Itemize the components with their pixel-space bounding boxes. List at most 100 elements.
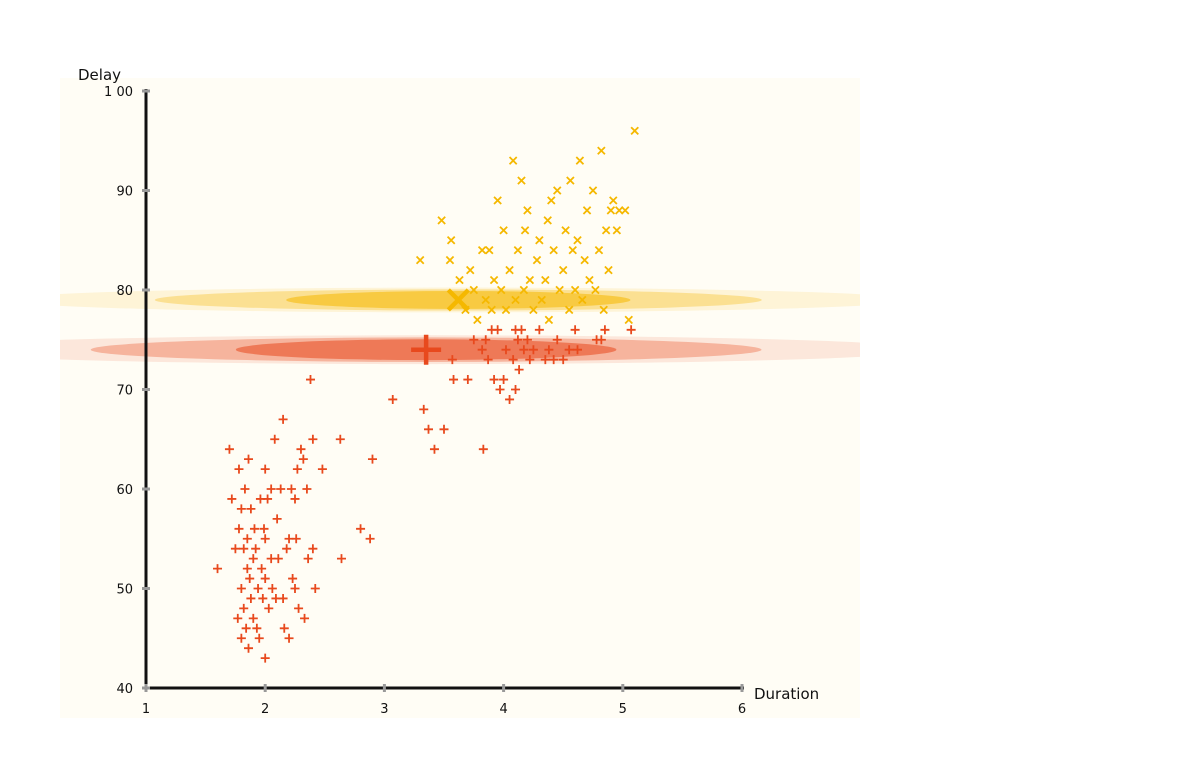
series-1-point	[508, 355, 518, 365]
series-2-point	[624, 315, 633, 325]
x-tick-label: 3	[380, 702, 388, 717]
series-1-point	[477, 345, 487, 355]
series-1-point	[278, 414, 288, 424]
series-1-point	[291, 534, 301, 544]
series-2-point	[465, 265, 475, 275]
series-2-point	[520, 226, 530, 235]
series-1-point	[258, 593, 268, 603]
series-1-point	[514, 365, 524, 375]
series-2-point	[446, 236, 456, 245]
series-2-point	[588, 186, 598, 195]
series-2-point	[566, 176, 575, 185]
series-2-point	[555, 285, 564, 295]
series-2-point	[525, 275, 535, 285]
series-2-point	[445, 255, 455, 265]
series-1-point	[260, 464, 270, 474]
series-1-point	[365, 534, 375, 544]
series-2-point	[612, 226, 622, 235]
series-1-point	[501, 345, 511, 355]
series-1-point	[481, 335, 491, 345]
series-1-point	[213, 564, 223, 574]
series-1-point	[388, 394, 398, 404]
series-1-point	[254, 633, 264, 643]
series-1-point	[303, 554, 313, 564]
series-1-point	[236, 504, 246, 514]
series-2-point	[535, 236, 544, 245]
series-2-point	[501, 305, 511, 315]
series-1-point	[489, 375, 499, 385]
series-1-point	[260, 653, 270, 663]
series-1-point	[244, 643, 254, 653]
series-1-point	[233, 613, 243, 623]
series-1-point	[429, 444, 439, 454]
series-2-point	[544, 315, 554, 325]
series-2-point	[594, 245, 604, 255]
series-1-point	[552, 335, 562, 345]
series-1-point	[317, 464, 327, 474]
series-1-point	[260, 534, 270, 544]
series-2-point	[585, 275, 594, 285]
series-1-point	[419, 404, 429, 414]
series-1-point	[513, 335, 523, 345]
series-1-centroid	[411, 334, 442, 365]
series-2-point	[532, 255, 542, 265]
series-1-point	[367, 454, 377, 464]
series-1-point	[267, 584, 277, 593]
series-2-point	[604, 265, 613, 275]
x-tick-label: 5	[619, 702, 627, 717]
series-1-point	[495, 385, 505, 394]
series-1-point	[540, 355, 550, 365]
series-1-point	[244, 454, 254, 464]
series-1-point	[224, 444, 234, 454]
series-1-point	[234, 464, 244, 474]
series-2-point	[485, 245, 494, 255]
series-1-point	[305, 375, 315, 385]
series-2-point	[599, 305, 608, 315]
series-2-point	[547, 196, 556, 205]
series-1-point	[234, 524, 244, 534]
series-1-point	[499, 375, 509, 385]
x-tick-label: 2	[261, 702, 269, 717]
series-1-point	[236, 633, 246, 643]
series-1-point	[290, 584, 300, 593]
series-2-point	[582, 206, 592, 215]
x-axis-title: Duration	[754, 685, 819, 703]
series-2-point	[437, 216, 446, 225]
series-2-point	[473, 315, 482, 325]
series-1-point	[519, 345, 529, 355]
series-2-point	[499, 226, 508, 235]
series-1-point	[308, 434, 318, 444]
series-2-point	[496, 285, 506, 295]
series-1-point	[296, 444, 306, 454]
series-1-point	[522, 335, 532, 345]
series-2-point	[578, 295, 587, 305]
axes: 40 50 60 70 80 90 1 00 1 2 3 4 5 6	[104, 85, 746, 717]
series-1-point	[336, 554, 346, 564]
series-1-point	[463, 375, 473, 385]
series-1-point	[239, 544, 249, 554]
series-2-point	[505, 265, 514, 275]
series-1-point	[273, 554, 283, 564]
series-2-point	[620, 206, 630, 215]
series-1-point	[549, 355, 559, 365]
series-2-point	[541, 275, 550, 285]
series-1-point	[558, 355, 568, 365]
series-1-point	[447, 355, 457, 365]
series-1-point	[310, 584, 320, 593]
series-1-point	[478, 444, 488, 454]
series-2-point	[561, 226, 570, 235]
series-1-point	[493, 325, 503, 335]
series-1-point	[276, 484, 286, 494]
series-1-point	[356, 524, 366, 534]
series-1-point	[469, 335, 479, 345]
series-1-point	[302, 484, 312, 494]
series-2-point	[415, 255, 425, 265]
series-1-point	[596, 335, 606, 345]
series-1-point	[236, 584, 246, 593]
series-2-point	[558, 265, 568, 275]
x-tick-label: 4	[499, 702, 507, 717]
series-1-point	[282, 544, 292, 554]
series-1-point	[227, 494, 237, 504]
series-1-point	[263, 494, 273, 504]
series-1-point	[294, 603, 304, 613]
